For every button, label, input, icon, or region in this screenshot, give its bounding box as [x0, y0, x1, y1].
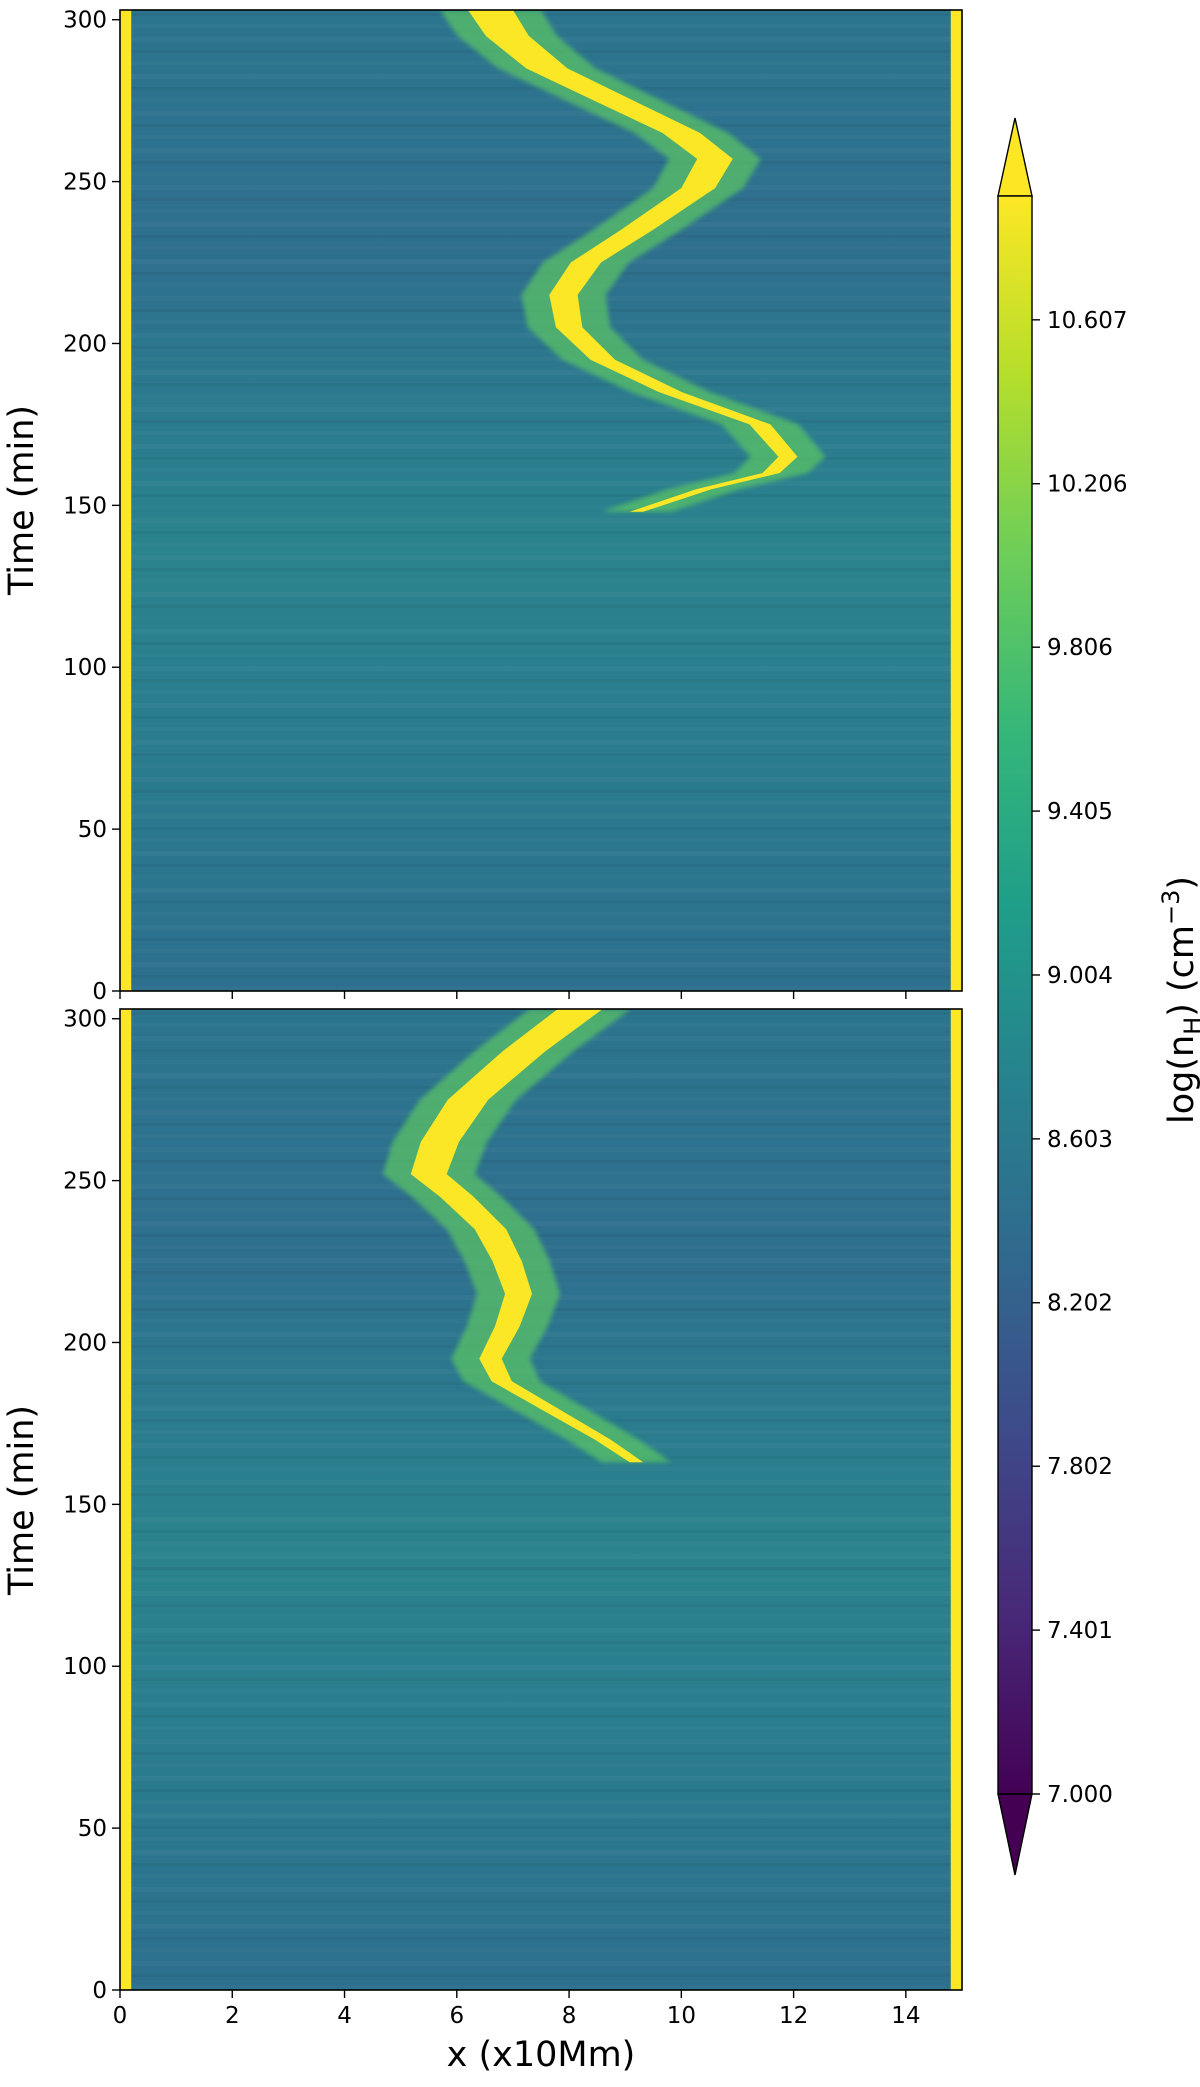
y-tick: 100 — [63, 1654, 120, 1680]
y-tick: 50 — [78, 817, 120, 843]
colorbar-label: log(nH) (cm−3) — [1157, 876, 1200, 1124]
colorbar-frame — [997, 195, 1033, 1795]
colorbar-tick: 9.004 — [1032, 963, 1113, 989]
panel-top: 0 50 100 150 200 250 300 Time (min) — [2, 8, 963, 1005]
colorbar-tick-label: 9.405 — [1047, 799, 1113, 825]
y-tick-label: 200 — [63, 331, 107, 357]
y-tick-label: 250 — [63, 170, 107, 196]
colorbar: 7.000 7.401 7.802 8.202 8.603 9.004 9.405 9.806… — [997, 117, 1200, 1876]
y-tick-label: 200 — [63, 1330, 107, 1356]
x-tick-label: 12 — [779, 2003, 808, 2029]
colorbar-tick: 9.806 — [1032, 635, 1113, 661]
heatmap-streaks-bottom — [120, 1009, 962, 1990]
y-tick-label: 300 — [63, 8, 107, 34]
colorbar-tick: 9.405 — [1032, 799, 1113, 825]
y-tick: 300 — [63, 8, 120, 34]
colorbar-tick: 8.603 — [1032, 1127, 1113, 1153]
colorbar-ticks: 7.000 7.401 7.802 8.202 8.603 9.004 9.405 9.806… — [1032, 308, 1127, 1808]
y-tick: 150 — [63, 1492, 120, 1518]
y-tick: 250 — [63, 1169, 120, 1195]
x-tick: 6 — [449, 1990, 464, 2029]
x-tick: 12 — [779, 1990, 808, 2029]
colorbar-extend-min — [997, 1793, 1033, 1876]
y-tick: 150 — [63, 493, 120, 519]
colorbar-tick-label: 9.806 — [1047, 635, 1113, 661]
y-tick: 0 — [92, 1978, 120, 2004]
x-tick-label: 4 — [337, 2003, 352, 2029]
ylabel-bottom: Time (min) — [2, 1405, 42, 1596]
y-tick-label: 150 — [63, 493, 107, 519]
y-tick-label: 50 — [78, 1816, 107, 1842]
colorbar-tick: 7.802 — [1032, 1454, 1113, 1480]
y-tick-label: 0 — [92, 1978, 107, 2004]
heatmap-streaks-top — [120, 10, 962, 991]
x-tick: 8 — [562, 1990, 577, 2029]
x-tick-label: 14 — [891, 2003, 920, 2029]
x-tick-label: 8 — [562, 2003, 577, 2029]
y-tick: 250 — [63, 170, 120, 196]
y-tick: 100 — [63, 655, 120, 681]
colorbar-tick: 10.607 — [1032, 308, 1127, 334]
y-ticks-top: 0 50 100 150 200 250 300 — [63, 8, 120, 1005]
ylabel-top: Time (min) — [2, 405, 42, 596]
boundary-right-bottom — [950, 1009, 962, 1990]
x-tick: 0 — [113, 1990, 128, 2029]
y-tick-label: 300 — [63, 1007, 107, 1033]
colorbar-tick-label: 7.000 — [1047, 1782, 1113, 1808]
axes-frame-top — [119, 9, 963, 992]
boundary-left-bottom — [120, 1009, 132, 1990]
boundary-left-top — [120, 10, 132, 991]
xlabel: x (x10Mm) — [447, 2035, 636, 2075]
colorbar-tick: 8.202 — [1032, 1291, 1113, 1317]
colorbar-tick-label: 10.206 — [1047, 472, 1127, 498]
colorbar-tick-label: 7.802 — [1047, 1454, 1113, 1480]
dense-feature-bottom — [410, 1009, 644, 1463]
y-tick: 200 — [63, 331, 120, 357]
colorbar-tick: 7.000 — [1032, 1782, 1113, 1808]
colorbar-tick-label: 8.202 — [1047, 1291, 1113, 1317]
y-tick: 300 — [63, 1007, 120, 1033]
x-tick: 10 — [667, 1990, 696, 2029]
axes-frame-bottom — [119, 1008, 963, 1991]
colorbar-extend-max — [997, 117, 1033, 197]
y-tick-label: 100 — [63, 655, 107, 681]
x-tick: 2 — [225, 1990, 240, 2029]
dense-feature-halo-top — [440, 10, 826, 512]
x-tick-label: 0 — [113, 2003, 128, 2029]
y-tick: 0 — [92, 979, 120, 1005]
colorbar-tick-label: 8.603 — [1047, 1127, 1113, 1153]
colorbar-tick-label: 10.607 — [1047, 308, 1127, 334]
colorbar-body — [998, 196, 1032, 1794]
y-tick-label: 50 — [78, 817, 107, 843]
y-tick: 50 — [78, 1816, 120, 1842]
y-tick: 200 — [63, 1330, 120, 1356]
panel-bottom: 0 50 100 150 200 250 300 0 2 4 6 8 10 12 14 Time (min… — [2, 1007, 963, 2029]
y-tick-label: 0 — [92, 979, 107, 1005]
y-ticks-bottom: 0 50 100 150 200 250 300 — [63, 1007, 120, 2004]
x-ticks-top — [119, 991, 907, 999]
y-tick-label: 100 — [63, 1654, 107, 1680]
colorbar-tick: 7.401 — [1032, 1618, 1113, 1644]
x-ticks-bottom: 0 2 4 6 8 10 12 14 — [113, 1990, 921, 2029]
x-tick: 14 — [891, 1990, 921, 2029]
x-tick: 4 — [337, 1990, 352, 2029]
boundary-right-top — [950, 10, 962, 991]
colorbar-tick-label: 9.004 — [1047, 963, 1113, 989]
colorbar-tick: 10.206 — [1032, 472, 1127, 498]
x-tick-label: 10 — [667, 2003, 696, 2029]
x-tick-label: 2 — [225, 2003, 240, 2029]
dense-feature-top — [468, 10, 798, 512]
y-tick-label: 150 — [63, 1492, 107, 1518]
x-tick-label: 6 — [449, 2003, 464, 2029]
y-tick-label: 250 — [63, 1169, 107, 1195]
colorbar-tick-label: 7.401 — [1047, 1618, 1113, 1644]
